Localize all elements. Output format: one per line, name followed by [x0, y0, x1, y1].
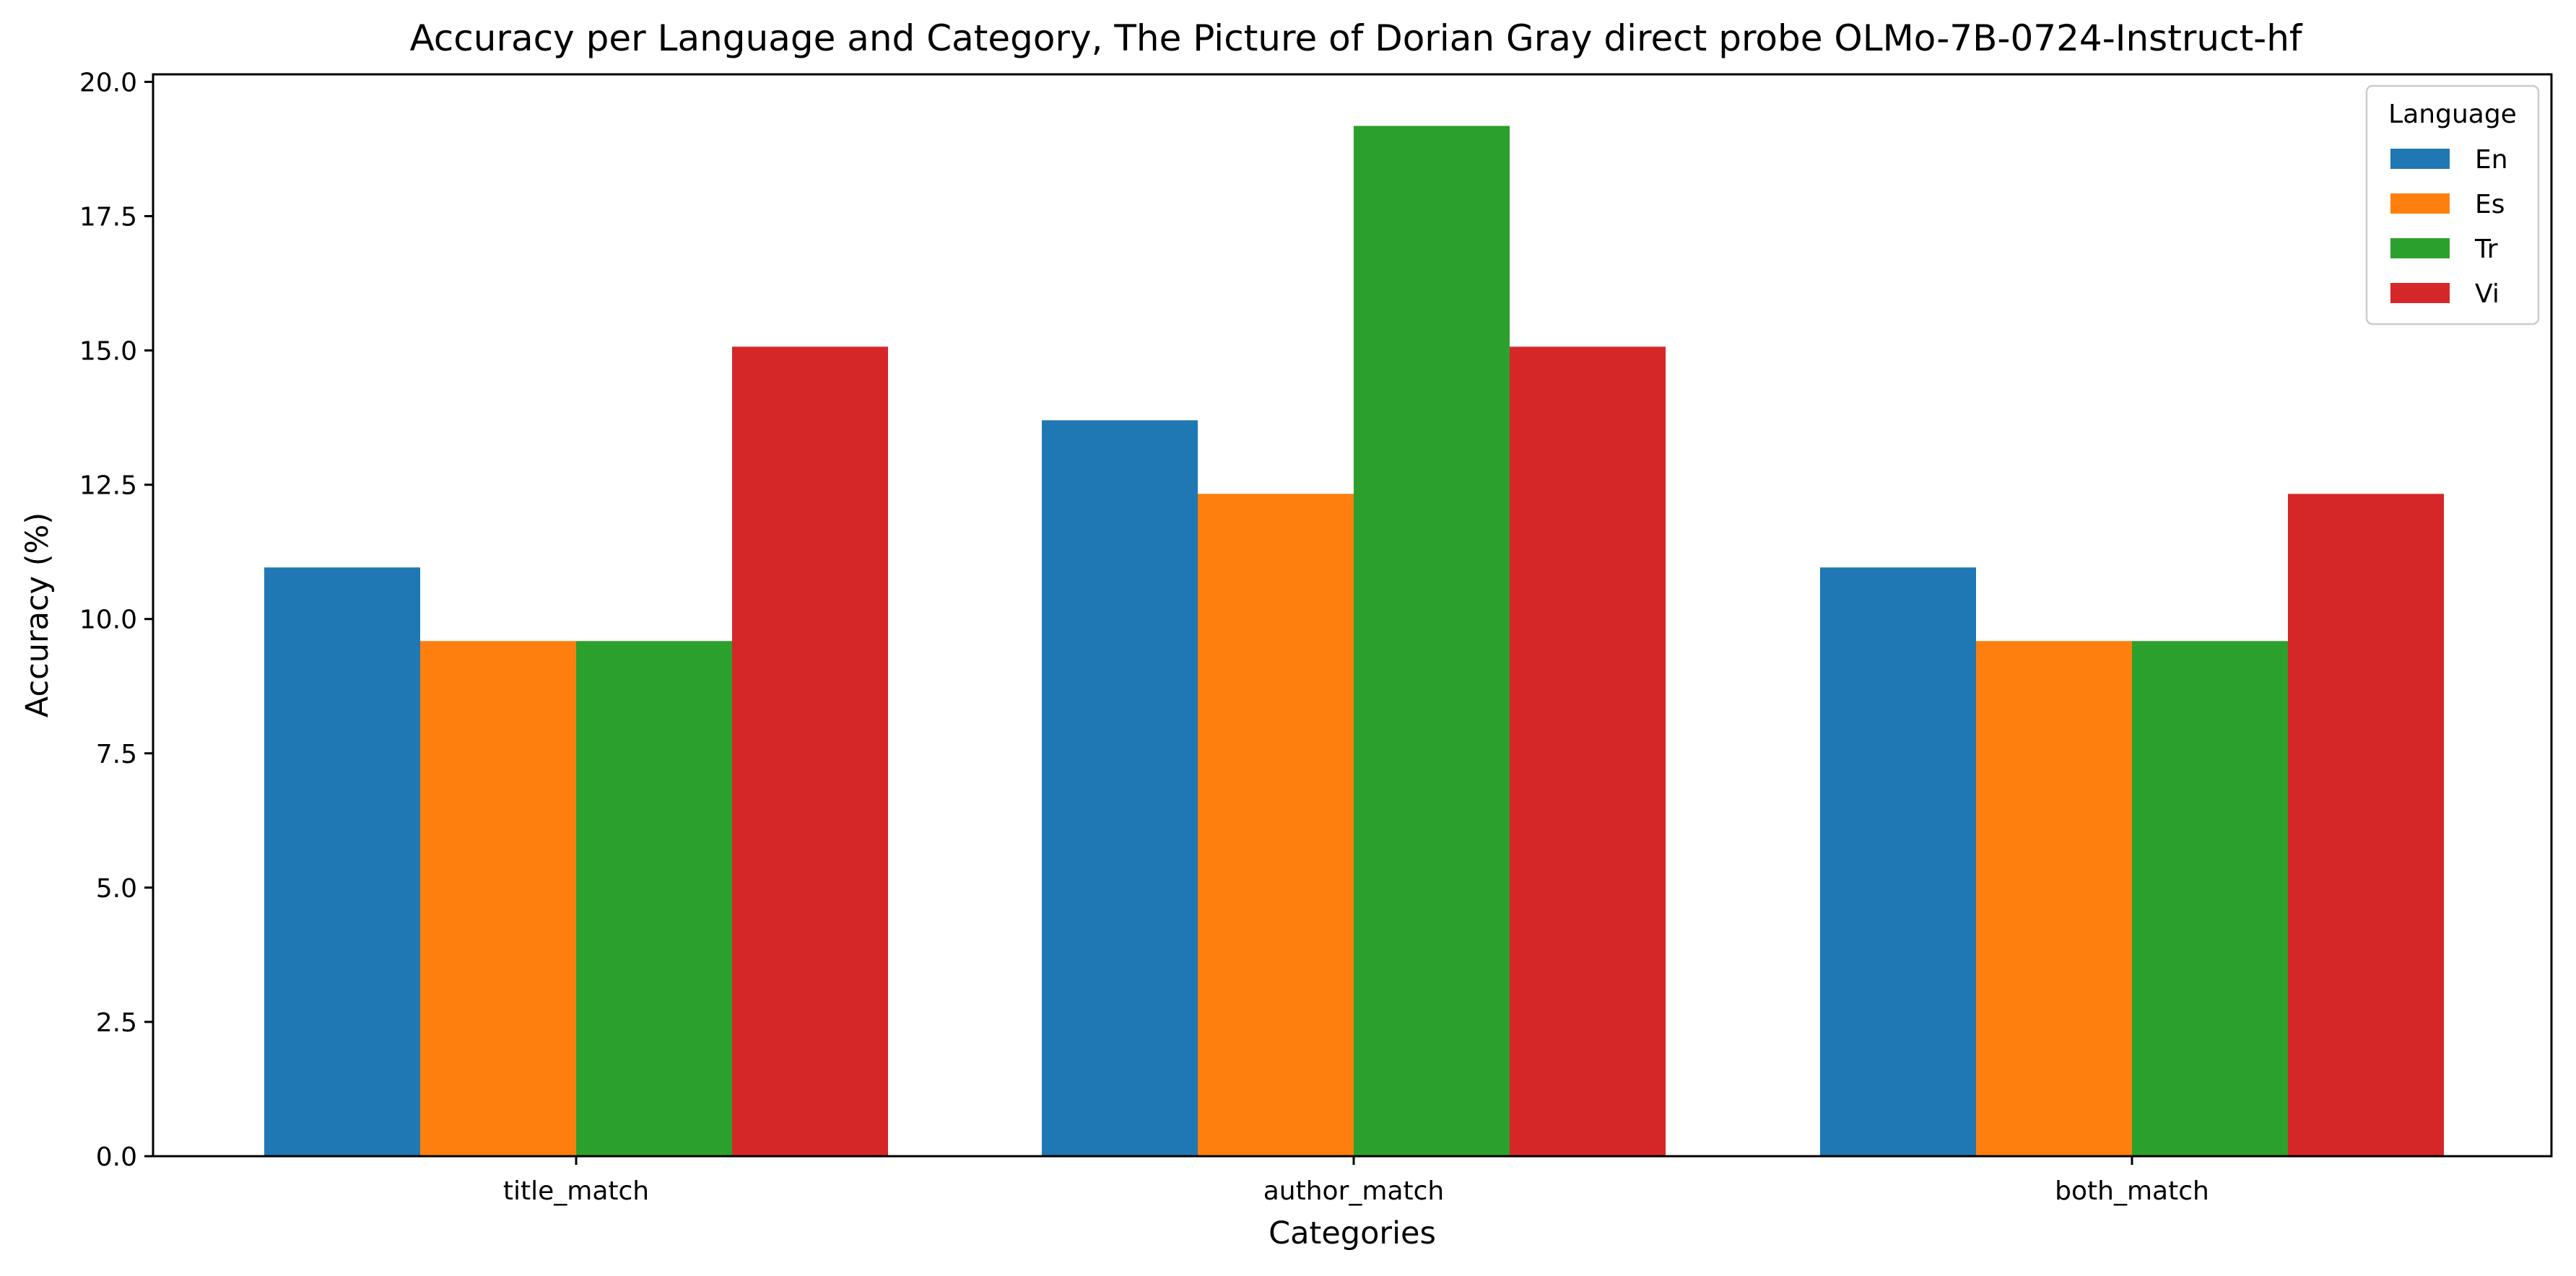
y-tick-label: 0.0 [96, 1142, 137, 1172]
bar-en-both_match [1820, 567, 1976, 1156]
legend-frame [2365, 84, 2540, 325]
y-tick-label: 10.0 [79, 606, 137, 635]
y-tick-label: 12.5 [79, 471, 137, 501]
legend-label-tr: Tr [2474, 235, 2498, 264]
y-axis-label: Accuracy (%) [19, 512, 56, 717]
bar-en-title_match [264, 567, 420, 1156]
bar-es-both_match [1976, 641, 2132, 1156]
bar-tr-author_match [1354, 126, 1510, 1156]
legend: Language En Es Tr Vi [2365, 84, 2540, 325]
y-tick-label: 17.5 [79, 202, 137, 232]
legend-label-vi: Vi [2475, 279, 2499, 309]
chart-title: Accuracy per Language and Category, The … [409, 17, 2302, 59]
legend-title: Language [2388, 100, 2517, 129]
y-tick-label: 20.0 [79, 68, 137, 97]
x-axis-label: Categories [1269, 1215, 1436, 1251]
legend-label-en: En [2475, 145, 2508, 175]
y-axis: 0.0 2.5 5.0 7.5 10.0 12.5 15.0 17.5 20.0 [79, 68, 153, 1172]
bar-tr-both_match [2132, 641, 2288, 1156]
legend-swatch-tr [2390, 238, 2450, 258]
bar-vi-both_match [2288, 494, 2444, 1156]
bar-es-author_match [1198, 494, 1354, 1156]
legend-swatch-es [2390, 193, 2450, 214]
legend-swatch-vi [2390, 283, 2450, 303]
legend-swatch-en [2390, 149, 2450, 169]
legend-label-es: Es [2475, 190, 2505, 219]
bar-tr-title_match [576, 641, 732, 1156]
plot-frame [152, 73, 2553, 1158]
bar-es-title_match [420, 641, 576, 1156]
y-tick-label: 7.5 [96, 740, 137, 769]
x-tick-label-both_match: both_match [2055, 1176, 2209, 1206]
x-axis: title_match author_match both_match [503, 1156, 2209, 1206]
bar-vi-title_match [732, 346, 888, 1157]
legend-items: En Es Tr Vi [2390, 145, 2508, 309]
y-tick-label: 2.5 [96, 1008, 137, 1038]
y-tick-label: 15.0 [79, 337, 137, 367]
x-tick-label-author_match: author_match [1263, 1176, 1445, 1206]
x-tick-label-title_match: title_match [503, 1176, 649, 1206]
bar-en-author_match [1042, 420, 1198, 1156]
bars-group [264, 126, 2444, 1157]
y-tick-label: 5.0 [96, 874, 137, 904]
bar-vi-author_match [1510, 346, 1666, 1157]
